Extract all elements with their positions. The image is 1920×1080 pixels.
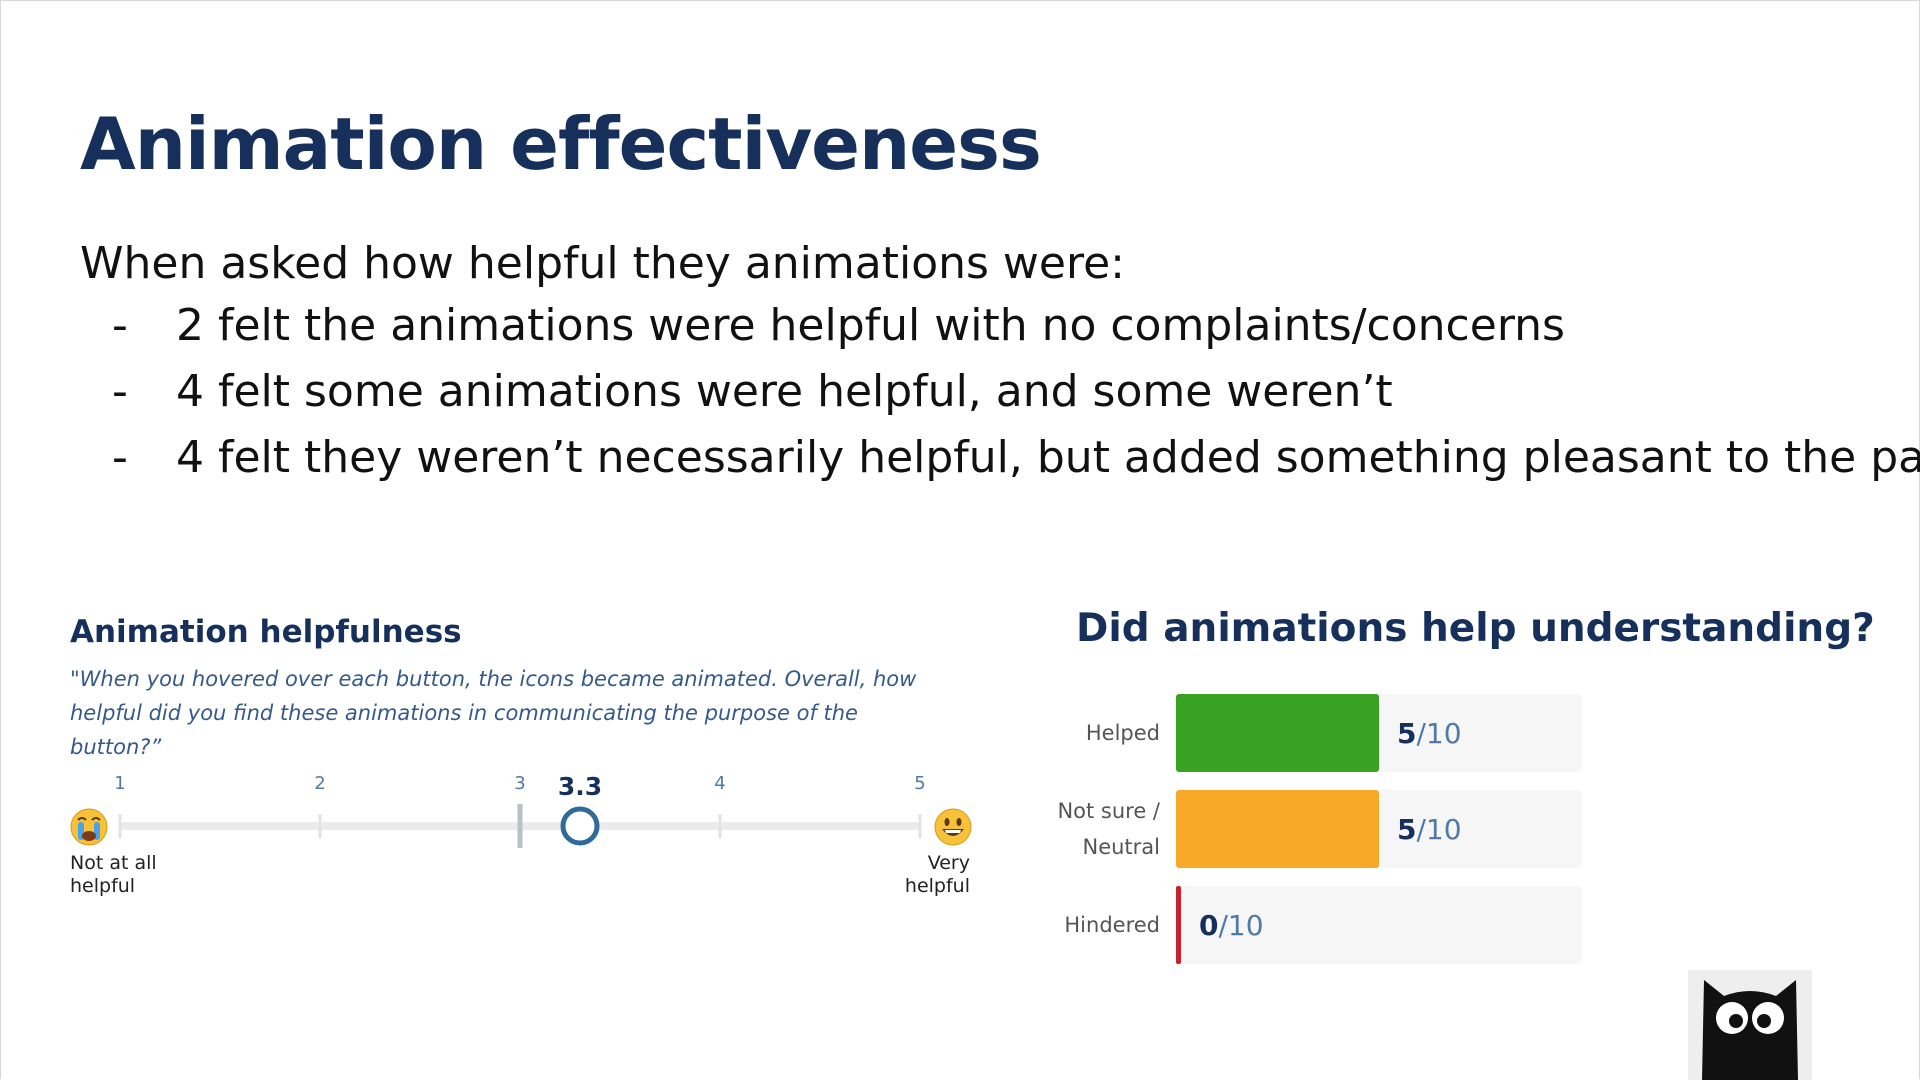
bullet-marker: - bbox=[112, 366, 128, 417]
scale-tick-label: 2 bbox=[314, 773, 325, 794]
max-scale-label-line: helpful bbox=[904, 875, 970, 897]
chart-title: Did animations help understanding? bbox=[1076, 606, 1875, 651]
bullet-text: 4 felt some animations were helpful, and… bbox=[176, 366, 1393, 417]
bar-value-label: 0/10 bbox=[1199, 909, 1264, 942]
min-scale-label: Not at all helpful bbox=[70, 852, 157, 898]
bar-category-label: Hindered bbox=[1064, 913, 1160, 937]
bar bbox=[1176, 886, 1181, 964]
scale-tick-label: 1 bbox=[114, 773, 125, 794]
average-value-label: 3.3 bbox=[558, 772, 602, 801]
scale-tick-label: 3 bbox=[514, 773, 525, 794]
bar bbox=[1176, 694, 1379, 772]
min-scale-label-line: helpful bbox=[70, 875, 136, 897]
bullet-text: 4 felt they weren’t necessarily helpful,… bbox=[176, 432, 1920, 483]
logo-tile bbox=[1688, 970, 1812, 1080]
bullet-marker: - bbox=[112, 300, 128, 351]
scale-tick-label: 4 bbox=[714, 773, 725, 794]
bar bbox=[1176, 790, 1379, 868]
average-marker bbox=[560, 806, 600, 846]
bar-chart: Helped 5/10 Not sure / Neutral 5/10 Hindered 0… bbox=[1057, 694, 1582, 964]
bar-value-label: 5/10 bbox=[1397, 813, 1462, 846]
max-scale-label-line: Very bbox=[927, 852, 970, 874]
bar-value-label: 5/10 bbox=[1397, 717, 1462, 750]
rating-panel-title: Animation helpfulness bbox=[70, 614, 462, 650]
bar-category-label: Helped bbox=[1086, 721, 1160, 745]
smiling-face-icon bbox=[934, 808, 972, 846]
scale-tick-label: 5 bbox=[914, 773, 925, 794]
rating-question: "When you hovered over each button, the … bbox=[70, 667, 917, 759]
bullet-marker: - bbox=[112, 432, 128, 483]
owl-logo-icon bbox=[1702, 980, 1798, 1080]
max-scale-label: Very helpful bbox=[900, 852, 970, 898]
slide-title: Animation effectiveness bbox=[80, 102, 1042, 186]
crying-face-icon bbox=[70, 808, 108, 846]
min-scale-label-line: Not at all bbox=[70, 852, 157, 874]
scale-ticks: 1 2 3 4 5 bbox=[114, 773, 926, 848]
bar-track bbox=[1176, 886, 1582, 964]
rating-scale: 1 2 3 4 5 3.3 bbox=[114, 772, 926, 848]
bullet-text: 2 felt the animations were helpful with … bbox=[176, 300, 1565, 351]
bar-category-label: Not sure / Neutral bbox=[1057, 799, 1160, 859]
intro-text: When asked how helpful they animations w… bbox=[80, 238, 1125, 289]
